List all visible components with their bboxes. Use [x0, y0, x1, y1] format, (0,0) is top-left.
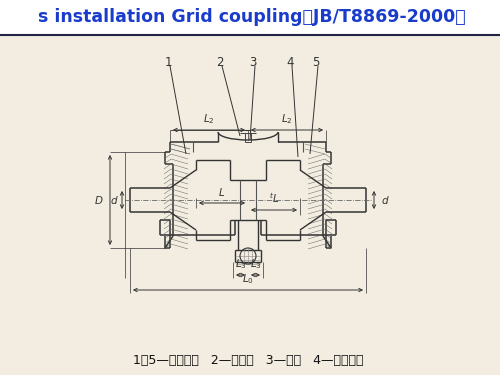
Text: 2: 2 — [216, 56, 224, 69]
Text: 5: 5 — [312, 56, 320, 69]
Bar — [0, 0, 500, 35]
Text: $L_3$: $L_3$ — [250, 257, 262, 271]
Text: 1，5—半联轴器   2—润滑孔   3—罩壳   4—蛇形弹簧: 1，5—半联轴器 2—润滑孔 3—罩壳 4—蛇形弹簧 — [133, 354, 363, 366]
Text: $D$: $D$ — [94, 194, 103, 206]
Text: 3: 3 — [250, 56, 256, 69]
Text: s installation Grid coupling（JB/T8869-2000）: s installation Grid coupling（JB/T8869-20… — [38, 9, 466, 27]
Text: $L_0$: $L_0$ — [242, 272, 254, 286]
Text: 1: 1 — [164, 56, 172, 69]
Text: $L_3$: $L_3$ — [234, 257, 246, 271]
Text: $L_2$: $L_2$ — [203, 112, 215, 126]
Text: $L$: $L$ — [218, 186, 226, 198]
Text: 4: 4 — [286, 56, 294, 69]
Text: $d$: $d$ — [381, 194, 390, 206]
Text: $d$: $d$ — [110, 194, 119, 206]
Text: $L_2$: $L_2$ — [281, 112, 293, 126]
Text: $^tL$: $^tL$ — [269, 191, 279, 205]
